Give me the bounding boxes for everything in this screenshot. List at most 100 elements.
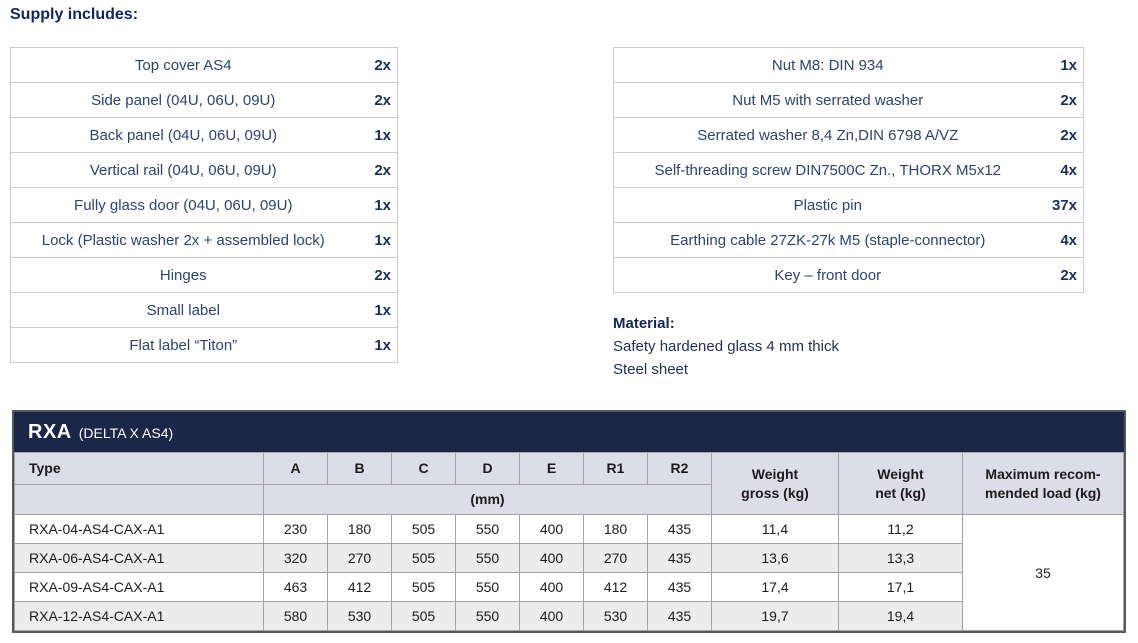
table-row: Fully glass door (04U, 06U, 09U) 1x: [10, 187, 398, 223]
cell-a: 580: [263, 601, 328, 631]
cell-max-load: 35: [962, 514, 1124, 631]
table-row: Back panel (04U, 06U, 09U) 1x: [10, 117, 398, 153]
item-qty: 2x: [351, 152, 398, 188]
cell-r2: 435: [647, 514, 712, 544]
item-qty: 1x: [351, 292, 398, 328]
spec-header-row: Type A B C D E R1 R2 Weight gross (kg) W…: [14, 452, 1124, 515]
item-qty: 4x: [1037, 222, 1084, 258]
table-row: RXA-12-AS4-CAX-A1 580 530 505 550 400 53…: [14, 601, 1124, 631]
col-header-e: E: [519, 452, 584, 485]
cell-c: 505: [391, 543, 456, 573]
item-name: Self-threading screw DIN7500C Zn., THORX…: [613, 152, 1038, 188]
cell-weight-gross: 19,7: [711, 601, 839, 631]
table-row: Earthing cable 27ZK-27k M5 (staple-conne…: [613, 222, 1084, 258]
col-header-r2: R2: [647, 452, 712, 485]
cell-type: RXA-06-AS4-CAX-A1: [14, 543, 264, 573]
cell-e: 400: [519, 514, 584, 544]
table-row: Lock (Plastic washer 2x + assembled lock…: [10, 222, 398, 258]
item-qty: 4x: [1037, 152, 1084, 188]
cell-c: 505: [391, 601, 456, 631]
item-qty: 1x: [1037, 47, 1084, 83]
table-row: Plastic pin 37x: [613, 187, 1084, 223]
material-line: Safety hardened glass 4 mm thick: [613, 338, 839, 355]
item-qty: 2x: [351, 257, 398, 293]
cell-weight-net: 13,3: [838, 543, 963, 573]
item-name: Flat label “Titon”: [10, 327, 352, 363]
item-name: Vertical rail (04U, 06U, 09U): [10, 152, 352, 188]
col-header-weight-net: Weight net (kg): [838, 452, 963, 515]
item-name: Nut M5 with serrated washer: [613, 82, 1038, 118]
item-name: Back panel (04U, 06U, 09U): [10, 117, 352, 153]
col-header-r1: R1: [583, 452, 648, 485]
item-name: Serrated washer 8,4 Zn,DIN 6798 A/VZ: [613, 117, 1038, 153]
item-name: Lock (Plastic washer 2x + assembled lock…: [10, 222, 352, 258]
table-row: Flat label “Titon” 1x: [10, 327, 398, 363]
table-row: Side panel (04U, 06U, 09U) 2x: [10, 82, 398, 118]
col-header-b: B: [327, 452, 392, 485]
material-heading: Material:: [613, 315, 675, 332]
item-name: Key – front door: [613, 257, 1038, 293]
cell-d: 550: [455, 514, 520, 544]
cell-d: 550: [455, 543, 520, 573]
table-row: Vertical rail (04U, 06U, 09U) 2x: [10, 152, 398, 188]
col-header-d: D: [455, 452, 520, 485]
cell-type: RXA-04-AS4-CAX-A1: [14, 514, 264, 544]
unit-label: (mm): [263, 484, 712, 515]
item-qty: 2x: [1037, 117, 1084, 153]
table-row: Top cover AS4 2x: [10, 47, 398, 83]
cell-r1: 530: [583, 601, 648, 631]
cell-a: 463: [263, 572, 328, 602]
cell-r2: 435: [647, 601, 712, 631]
table-row: Key – front door 2x: [613, 257, 1084, 293]
cell-c: 505: [391, 514, 456, 544]
item-qty: 1x: [351, 222, 398, 258]
empty-cell: [14, 484, 264, 515]
supply-right-table: Nut M8: DIN 934 1x Nut M5 with serrated …: [613, 47, 1084, 293]
item-name: Top cover AS4: [10, 47, 352, 83]
cell-c: 505: [391, 572, 456, 602]
supply-left-table: Top cover AS4 2x Side panel (04U, 06U, 0…: [10, 47, 398, 363]
cell-weight-net: 11,2: [838, 514, 963, 544]
table-row: Serrated washer 8,4 Zn,DIN 6798 A/VZ 2x: [613, 117, 1084, 153]
item-name: Nut M8: DIN 934: [613, 47, 1038, 83]
table-row: Self-threading screw DIN7500C Zn., THORX…: [613, 152, 1084, 188]
cell-a: 320: [263, 543, 328, 573]
cell-e: 400: [519, 601, 584, 631]
cell-e: 400: [519, 572, 584, 602]
col-header-type: Type: [14, 452, 264, 485]
cell-a: 230: [263, 514, 328, 544]
spec-table-title-band: RXA (DELTA X AS4): [14, 412, 1124, 452]
cell-type: RXA-12-AS4-CAX-A1: [14, 601, 264, 631]
cell-b: 270: [327, 543, 392, 573]
cell-r1: 270: [583, 543, 648, 573]
col-header-c: C: [391, 452, 456, 485]
item-qty: 2x: [1037, 82, 1084, 118]
spec-title-sub: (DELTA X AS4): [78, 425, 174, 441]
cell-r2: 435: [647, 543, 712, 573]
cell-weight-gross: 13,6: [711, 543, 839, 573]
col-header-weight-gross: Weight gross (kg): [711, 452, 839, 515]
table-row: Nut M5 with serrated washer 2x: [613, 82, 1084, 118]
item-name: Side panel (04U, 06U, 09U): [10, 82, 352, 118]
item-name: Earthing cable 27ZK-27k M5 (staple-conne…: [613, 222, 1038, 258]
cell-d: 550: [455, 601, 520, 631]
table-row: Nut M8: DIN 934 1x: [613, 47, 1084, 83]
item-qty: 2x: [351, 82, 398, 118]
material-line: Steel sheet: [613, 361, 689, 378]
cell-r1: 412: [583, 572, 648, 602]
item-qty: 2x: [351, 47, 398, 83]
cell-weight-gross: 11,4: [711, 514, 839, 544]
cell-b: 530: [327, 601, 392, 631]
cell-weight-net: 19,4: [838, 601, 963, 631]
item-name: Small label: [10, 292, 352, 328]
item-qty: 1x: [351, 117, 398, 153]
item-qty: 1x: [351, 187, 398, 223]
table-row: RXA-09-AS4-CAX-A1 463 412 505 550 400 41…: [14, 572, 1124, 602]
col-header-max-load: Maximum recom- mended load (kg): [962, 452, 1124, 515]
spec-table: Type A B C D E R1 R2 Weight gross (kg) W…: [14, 452, 1124, 631]
item-qty: 2x: [1037, 257, 1084, 293]
cell-d: 550: [455, 572, 520, 602]
cell-weight-gross: 17,4: [711, 572, 839, 602]
cell-r1: 180: [583, 514, 648, 544]
